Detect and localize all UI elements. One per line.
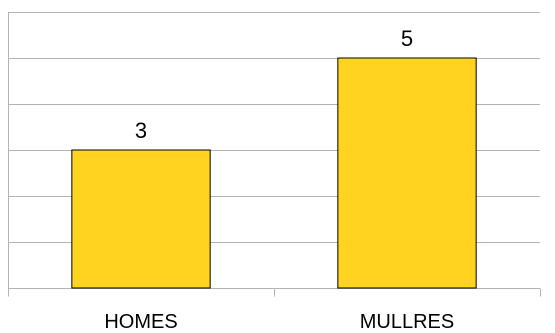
data-labels: 35 [135, 26, 413, 143]
bars [71, 57, 477, 289]
bar-mullres [337, 57, 477, 289]
data-label-homes: 3 [135, 118, 147, 143]
x-tick-label-mullres: MULLRES [360, 311, 454, 333]
x-tick-labels: HOMES MULLRES [104, 311, 454, 333]
data-label-mullres: 5 [401, 26, 413, 51]
bar-homes [71, 149, 211, 289]
x-tick-label-homes: HOMES [104, 311, 177, 333]
